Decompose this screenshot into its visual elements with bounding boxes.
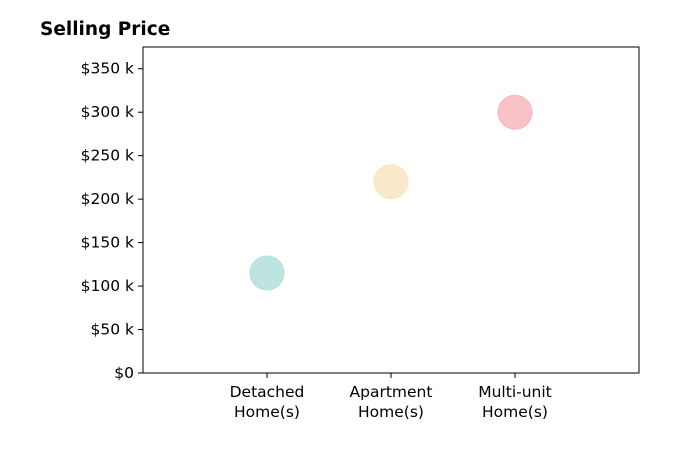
- y-tick-label: $350 k: [81, 60, 134, 78]
- data-points: [249, 94, 533, 291]
- data-point: [497, 94, 533, 130]
- y-tick-label: $250 k: [81, 147, 134, 165]
- plot-area-frame: [142, 46, 640, 374]
- y-tick-label: $200 k: [81, 190, 134, 208]
- x-tick-label: Multi-unit Home(s): [478, 383, 552, 421]
- y-tick-label: $100 k: [81, 277, 134, 295]
- data-point: [373, 164, 409, 200]
- y-tick-label: $300 k: [81, 103, 134, 121]
- y-tick-label: $0: [114, 364, 134, 382]
- chart-title: Selling Price: [40, 19, 170, 40]
- y-axis: $0 $50 k $100 k $150 k $200 k $250 k $300 k $35…: [81, 60, 143, 382]
- x-tick-label: Detached Home(s): [230, 383, 305, 421]
- y-tick-label: $150 k: [81, 234, 134, 252]
- y-tick-label: $50 k: [91, 321, 135, 339]
- data-point: [249, 255, 285, 291]
- x-tick-label: Apartment Home(s): [350, 383, 433, 421]
- x-axis: Detached Home(s) Apartment Home(s) Multi-uni…: [230, 373, 552, 421]
